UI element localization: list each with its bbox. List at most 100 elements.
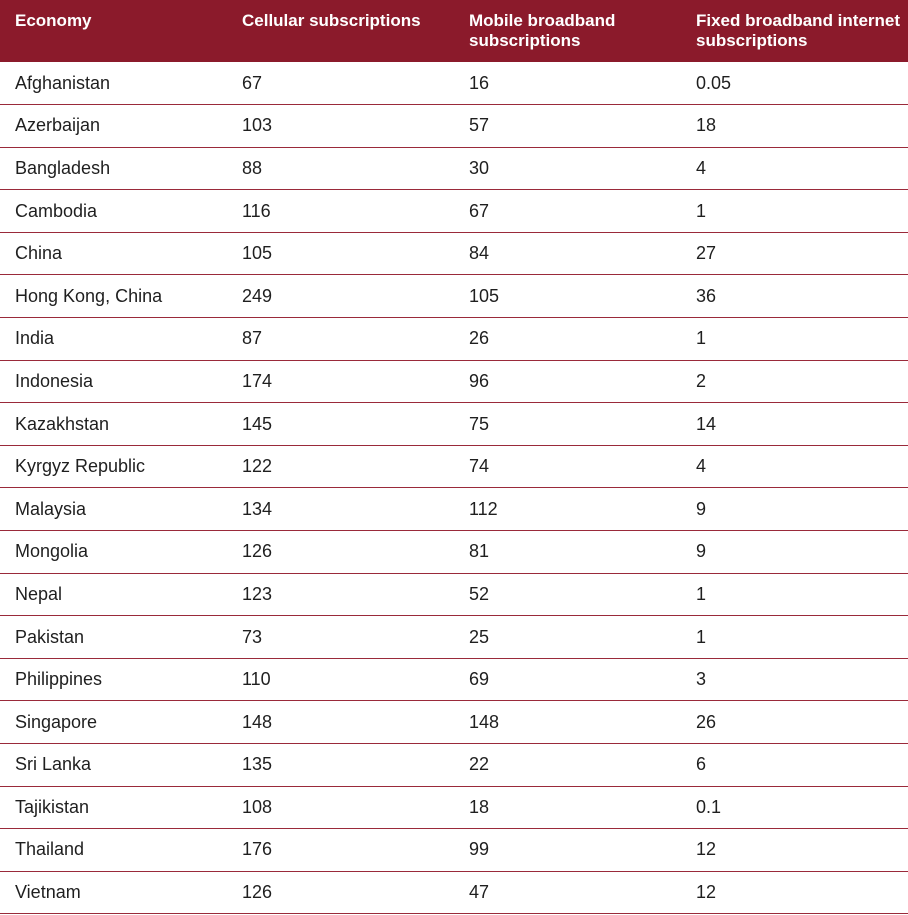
table-row: Cambodia 116 67 1 xyxy=(0,190,908,233)
cell-cellular: 103 xyxy=(242,115,273,136)
cell-cellular: 116 xyxy=(242,200,271,221)
table-row: Kyrgyz Republic 122 74 4 xyxy=(0,445,908,488)
table-row: Thailand 176 99 12 xyxy=(0,829,908,872)
cell-fixed-broadband: 14 xyxy=(696,413,717,434)
cell-fixed-broadband: 18 xyxy=(696,115,717,136)
cell-cellular: 67 xyxy=(242,72,263,93)
cell-economy: Kyrgyz Republic xyxy=(15,456,146,477)
cell-economy: Mongolia xyxy=(15,541,89,562)
cell-mobile-broadband: 47 xyxy=(469,882,490,903)
cell-fixed-broadband: 2 xyxy=(696,370,707,391)
cell-economy: Bangladesh xyxy=(15,157,111,178)
cell-economy: Pakistan xyxy=(15,626,85,647)
table-row: Sri Lanka 135 22 6 xyxy=(0,744,908,787)
cell-economy: Cambodia xyxy=(15,200,98,221)
table-row: Pakistan 73 25 1 xyxy=(0,616,908,659)
cell-fixed-broadband: 27 xyxy=(696,243,717,264)
table-row: India 87 26 1 xyxy=(0,318,908,361)
cell-cellular: 249 xyxy=(242,285,273,306)
cell-economy: Sri Lanka xyxy=(15,754,92,775)
cell-cellular: 110 xyxy=(242,669,271,690)
cell-mobile-broadband: 74 xyxy=(469,456,490,477)
table-row: China 105 84 27 xyxy=(0,232,908,275)
cell-fixed-broadband: 12 xyxy=(696,839,717,860)
cell-cellular: 105 xyxy=(242,243,273,264)
cell-fixed-broadband: 1 xyxy=(696,200,707,221)
cell-fixed-broadband: 4 xyxy=(696,456,707,477)
cell-fixed-broadband: 1 xyxy=(696,328,707,349)
cell-mobile-broadband: 99 xyxy=(469,839,490,860)
cell-economy: Indonesia xyxy=(15,370,94,391)
cell-mobile-broadband: 148 xyxy=(469,711,500,732)
cell-mobile-broadband: 96 xyxy=(469,370,490,391)
header-cellular-subscriptions: Cellular subscriptions xyxy=(242,11,421,30)
cell-fixed-broadband: 4 xyxy=(696,157,707,178)
cell-fixed-broadband: 0.1 xyxy=(696,796,722,817)
table-header: Economy Cellular subscriptions Mobile br… xyxy=(0,0,908,62)
cell-economy: India xyxy=(15,328,55,349)
table-row: Kazakhstan 145 75 14 xyxy=(0,403,908,446)
cell-mobile-broadband: 26 xyxy=(469,328,490,349)
cell-economy: Afghanistan xyxy=(15,72,111,93)
cell-mobile-broadband: 30 xyxy=(469,157,490,178)
header-mobile-broadband-subscriptions: Mobile broadband subscriptions xyxy=(469,11,616,50)
header-fixed-broadband-subscriptions: Fixed broadband internet subscriptions xyxy=(696,11,901,50)
cell-mobile-broadband: 105 xyxy=(469,285,500,306)
table-row: Nepal 123 52 1 xyxy=(0,573,908,616)
cell-fixed-broadband: 26 xyxy=(696,711,717,732)
table-row: Indonesia 174 96 2 xyxy=(0,360,908,403)
cell-mobile-broadband: 81 xyxy=(469,541,490,562)
cell-economy: Nepal xyxy=(15,583,63,604)
cell-cellular: 123 xyxy=(242,583,273,604)
cell-economy: Tajikistan xyxy=(15,796,90,817)
cell-cellular: 108 xyxy=(242,796,273,817)
cell-fixed-broadband: 9 xyxy=(696,541,707,562)
cell-cellular: 87 xyxy=(242,328,263,349)
table-row: Vietnam 126 47 12 xyxy=(0,871,908,914)
cell-cellular: 174 xyxy=(242,370,273,391)
cell-cellular: 88 xyxy=(242,157,263,178)
cell-fixed-broadband: 1 xyxy=(696,626,707,647)
cell-economy: Malaysia xyxy=(15,498,87,519)
cell-mobile-broadband: 57 xyxy=(469,115,490,136)
cell-mobile-broadband: 69 xyxy=(469,669,490,690)
cell-cellular: 148 xyxy=(242,711,273,732)
cell-cellular: 176 xyxy=(242,839,273,860)
cell-cellular: 134 xyxy=(242,498,273,519)
table-row: Afghanistan 67 16 0.05 xyxy=(0,62,908,105)
cell-mobile-broadband: 18 xyxy=(469,796,490,817)
cell-mobile-broadband: 52 xyxy=(469,583,490,604)
header-row: Economy Cellular subscriptions Mobile br… xyxy=(0,0,908,62)
table-row: Bangladesh 88 30 4 xyxy=(0,147,908,190)
cell-cellular: 135 xyxy=(242,754,273,775)
cell-economy: China xyxy=(15,243,63,264)
cell-mobile-broadband: 75 xyxy=(469,413,490,434)
cell-economy: Thailand xyxy=(15,839,85,860)
table-row: Azerbaijan 103 57 18 xyxy=(0,105,908,148)
table-row: Philippines 110 69 3 xyxy=(0,658,908,701)
cell-economy: Philippines xyxy=(15,669,103,690)
cell-economy: Hong Kong, China xyxy=(15,285,163,306)
cell-mobile-broadband: 67 xyxy=(469,200,490,221)
table-body: Afghanistan 67 16 0.05 Azerbaijan 103 57 18 Bang… xyxy=(0,62,908,914)
cell-cellular: 122 xyxy=(242,456,273,477)
cell-mobile-broadband: 16 xyxy=(469,72,490,93)
cell-economy: Singapore xyxy=(15,711,98,732)
cell-mobile-broadband: 112 xyxy=(469,498,498,519)
cell-economy: Vietnam xyxy=(15,882,81,903)
cell-fixed-broadband: 12 xyxy=(696,882,717,903)
cell-economy: Azerbaijan xyxy=(15,115,101,136)
cell-mobile-broadband: 84 xyxy=(469,243,490,264)
cell-fixed-broadband: 6 xyxy=(696,754,707,775)
cell-cellular: 126 xyxy=(242,882,273,903)
cell-fixed-broadband: 0.05 xyxy=(696,72,732,93)
table-row: Tajikistan 108 18 0.1 xyxy=(0,786,908,829)
cell-cellular: 126 xyxy=(242,541,273,562)
cell-fixed-broadband: 36 xyxy=(696,285,717,306)
cell-fixed-broadband: 3 xyxy=(696,669,707,690)
cell-mobile-broadband: 22 xyxy=(469,754,490,775)
cell-fixed-broadband: 1 xyxy=(696,583,707,604)
cell-cellular: 73 xyxy=(242,626,263,647)
table-row: Hong Kong, China 249 105 36 xyxy=(0,275,908,318)
